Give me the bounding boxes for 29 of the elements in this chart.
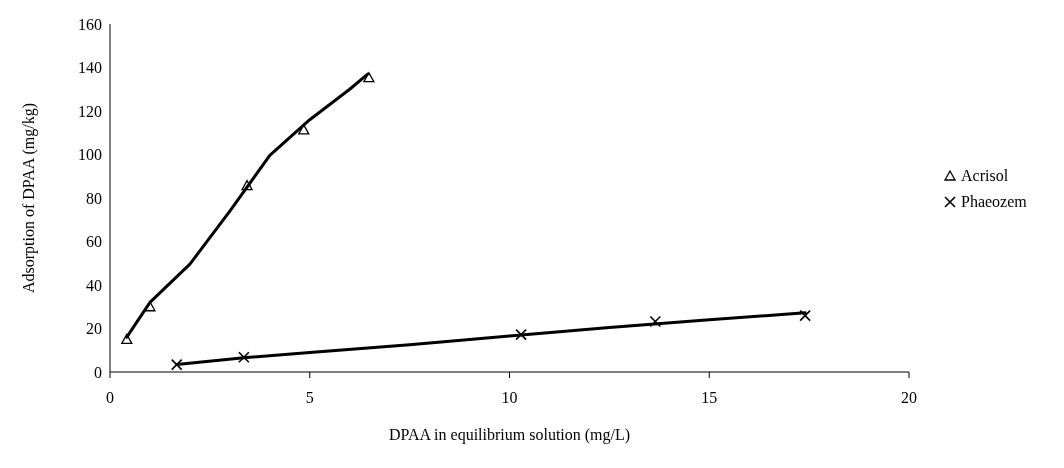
point [238,351,250,364]
x-tick-label: 10 [501,389,518,407]
point [649,315,662,328]
point [799,309,811,322]
y-tick-label: 120 [78,102,102,120]
y-tick-label: 160 [78,15,102,33]
y-tick-label: 20 [86,320,102,338]
x-tick-label: 20 [901,389,917,407]
y-tick-label: 100 [78,146,102,164]
point [298,124,310,135]
point [144,301,156,312]
y-tick-label: 40 [86,276,102,294]
point [170,358,183,371]
point [121,333,133,345]
y-tick-label: 140 [78,59,102,77]
point [363,72,375,83]
x-tick-label: 0 [106,389,114,407]
legend-label: Phaeozem [961,192,1027,212]
line-series [175,311,807,366]
x-axis-title: DPAA in equilibrium solution (mg/L) [388,426,631,444]
legend-label: Acrisol [961,166,1009,186]
y-axis-title: Adsorption of DPAA (mg/kg) [19,102,38,294]
y-tick-label: 0 [94,363,102,381]
x-tick-label: 15 [701,389,718,407]
y-tick-label: 80 [86,189,102,207]
point [241,179,253,191]
y-tick-label: 60 [86,233,102,251]
x-tick-label: 5 [305,389,314,407]
point [515,328,527,341]
